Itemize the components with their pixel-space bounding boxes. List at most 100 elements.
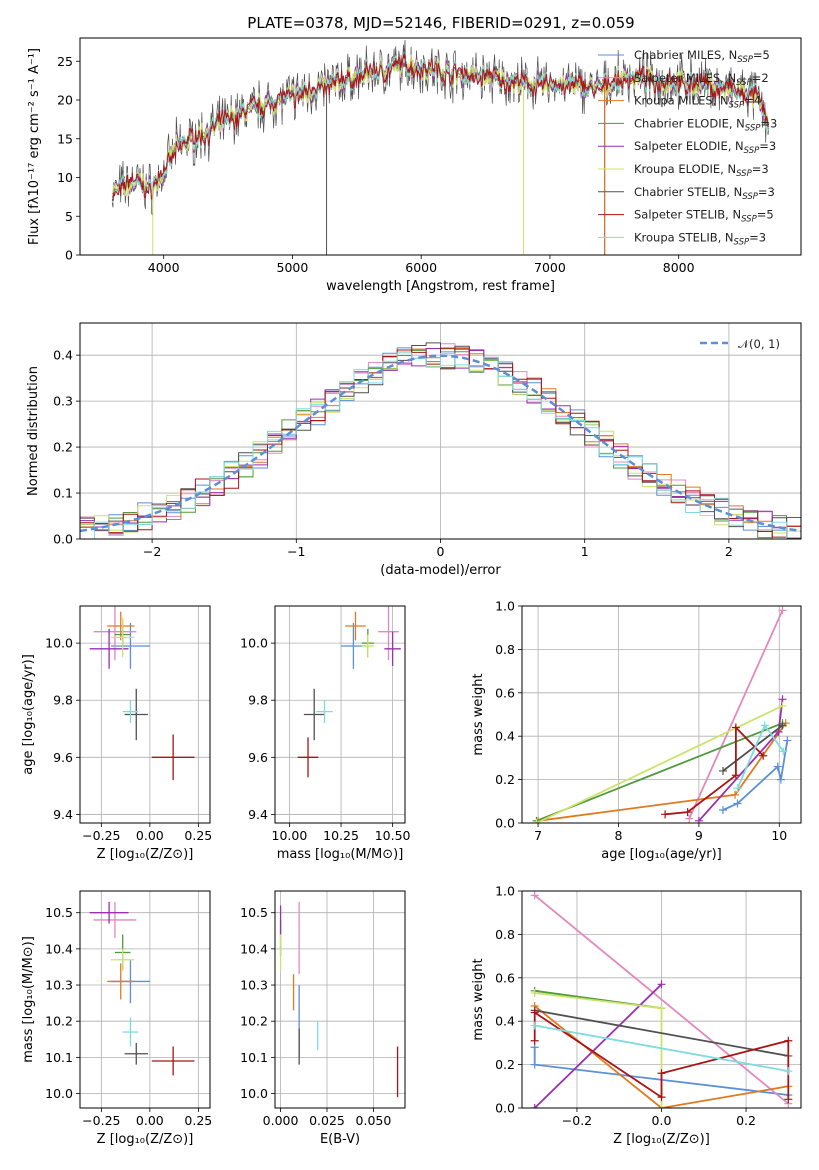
panel-weight-vs-Z: −0.2 0.0 0.2 0.0 0.2 0.4 0.6 0.8 1.0 Z [log₁₀(Z/Z…	[471, 884, 802, 1147]
plot-area-spectrum	[111, 39, 770, 255]
axes-frame	[521, 605, 802, 824]
weight-series-line	[534, 992, 663, 1108]
weight-point-marker	[532, 819, 541, 823]
legend-label: Salpeter ELODIE, NSSP=3	[634, 139, 776, 156]
x-axis-label: E(B-V)	[320, 1132, 360, 1147]
normal-reference-curve	[80, 354, 801, 533]
weight-series-line	[534, 1024, 789, 1072]
x-tick-label: 10	[771, 828, 787, 843]
panel-age-vs-Z: −0.25 0.00 0.25 9.4 9.6 9.8 10.0 Z [log₁₀(Z/Z⊙)…	[21, 605, 212, 862]
weight-point-marker	[784, 1067, 793, 1076]
legend-label: Kroupa MILES, NSSP=4	[634, 94, 761, 111]
x-tick-label: 0.025	[309, 1113, 345, 1128]
x-tick-label: −1	[287, 544, 305, 559]
plot-area-mass-vs-Z	[89, 901, 195, 1076]
x-tick-label: 5000	[277, 260, 309, 275]
legend-label: Salpeter STELIB, NSSP=5	[634, 208, 774, 225]
y-axis-label: age [log₁₀(age/yr)]	[21, 654, 36, 775]
y-tick-label: 10.1	[240, 1050, 268, 1065]
weight-point-marker	[733, 799, 742, 808]
weight-point-marker	[733, 784, 742, 793]
y-tick-label: 0.8	[495, 927, 515, 942]
y-tick-label: 0.0	[495, 1101, 515, 1116]
y-tick-label: 10.1	[45, 1050, 73, 1065]
y-tick-label: 10	[57, 170, 73, 185]
x-tick-label: 0.000	[263, 1113, 299, 1128]
y-tick-label: 0.8	[495, 642, 515, 657]
weight-series-line	[722, 724, 784, 772]
y-tick-label: 9.6	[53, 750, 73, 765]
y-tick-label: 10.2	[45, 1014, 73, 1029]
y-tick-label: 9.4	[53, 807, 73, 822]
weight-point-marker	[719, 805, 728, 814]
weight-series-line	[536, 722, 783, 822]
y-tick-label: 1.0	[495, 599, 515, 614]
legend-label: Chabrier ELODIE, NSSP=3	[634, 116, 777, 133]
weight-point-marker	[530, 891, 539, 900]
figure-title: PLATE=0378, MJD=52146, FIBERID=0291, z=0…	[247, 14, 634, 32]
weight-point-marker	[776, 775, 785, 784]
legend-label: Chabrier STELIB, NSSP=3	[634, 185, 775, 202]
x-tick-label: 7000	[534, 260, 566, 275]
weight-point-marker	[778, 721, 787, 730]
y-axis-label: Flux [fλ10⁻¹⁷ erg cm⁻² s⁻¹ A⁻¹]	[27, 48, 42, 245]
axes-frame	[521, 890, 802, 1109]
weight-point-marker	[778, 701, 787, 710]
legend-label: Chabrier MILES, NSSP=5	[634, 48, 770, 65]
x-tick-label: 10.50	[375, 828, 411, 843]
panel-mass-vs-Z: −0.25 0.00 0.25 10.0 10.1 10.2 10.3 10.4 10.5 Z […	[21, 890, 212, 1147]
weight-series-line	[698, 699, 784, 822]
panel-weight-vs-age: 7 8 9 10 0.0 0.2 0.4 0.6 0.8 1.0 age [log₁₀(age/yr…	[471, 599, 802, 862]
weight-series-line	[533, 1010, 790, 1100]
x-tick-label: −0.25	[82, 1113, 120, 1128]
panel-residuals: −2 −1 0 1 2 0.0 0.1 0.2 0.3 0.4 (data-model)/error…	[26, 322, 802, 578]
weight-series-line	[534, 983, 663, 1108]
x-axis-label: (data-model)/error	[380, 563, 501, 578]
weight-point-marker	[731, 771, 740, 780]
weight-point-marker	[657, 1069, 666, 1078]
y-tick-label: 0.4	[53, 348, 73, 363]
x-axis-label: Z [log₁₀(Z/Z⊙)]	[97, 1132, 194, 1147]
weight-point-marker	[719, 766, 728, 775]
y-tick-label: 1.0	[495, 884, 515, 899]
x-axis-label: wavelength [Angstrom, rest frame]	[326, 279, 555, 294]
x-tick-label: −0.2	[562, 1113, 592, 1128]
x-tick-label: 6000	[405, 260, 437, 275]
y-axis-label: mass [log₁₀(M/M⊙)]	[21, 936, 36, 1063]
y-tick-label: 0	[65, 248, 73, 263]
weight-point-marker	[694, 816, 703, 823]
weight-point-marker	[784, 1095, 793, 1104]
x-tick-label: 8	[615, 828, 623, 843]
plot-area-residuals	[80, 342, 801, 539]
weight-point-marker	[731, 723, 740, 732]
y-axis-label: mass weight	[471, 673, 486, 755]
axes-frame	[79, 605, 211, 824]
plot-area-mass-vs-EBV	[279, 901, 399, 1098]
x-axis-label: mass [log₁₀(M/M⊙)]	[277, 847, 404, 862]
legend-label: Salpeter MILES, NSSP=2	[634, 71, 769, 88]
x-tick-label: 4000	[148, 260, 180, 275]
x-axis-label: Z [log₁₀(Z/Z⊙)]	[97, 847, 194, 862]
weight-point-marker	[530, 988, 539, 997]
plot-area-age-vs-mass	[297, 606, 401, 778]
y-tick-label: 10.3	[45, 978, 73, 993]
weight-series-line	[534, 894, 789, 1105]
x-tick-label: 0.00	[136, 828, 164, 843]
y-tick-label: 15	[57, 131, 73, 146]
x-tick-label: 0.00	[136, 1113, 164, 1128]
y-tick-label: 10.0	[240, 1086, 268, 1101]
x-tick-label: 0.0	[652, 1113, 672, 1128]
x-tick-label: 7	[534, 828, 542, 843]
weight-point-marker	[773, 762, 782, 771]
y-axis-label: mass weight	[471, 958, 486, 1040]
x-tick-label: 0.050	[356, 1113, 392, 1128]
weight-point-marker	[661, 810, 670, 819]
weight-series-line	[688, 609, 784, 820]
y-tick-label: 5	[65, 209, 73, 224]
y-tick-label: 0.4	[495, 1014, 515, 1029]
weight-point-marker	[685, 814, 694, 823]
x-tick-label: −0.25	[82, 828, 120, 843]
weight-point-marker	[530, 1021, 539, 1030]
axes-frame	[274, 890, 406, 1109]
weight-point-marker	[530, 1104, 539, 1108]
